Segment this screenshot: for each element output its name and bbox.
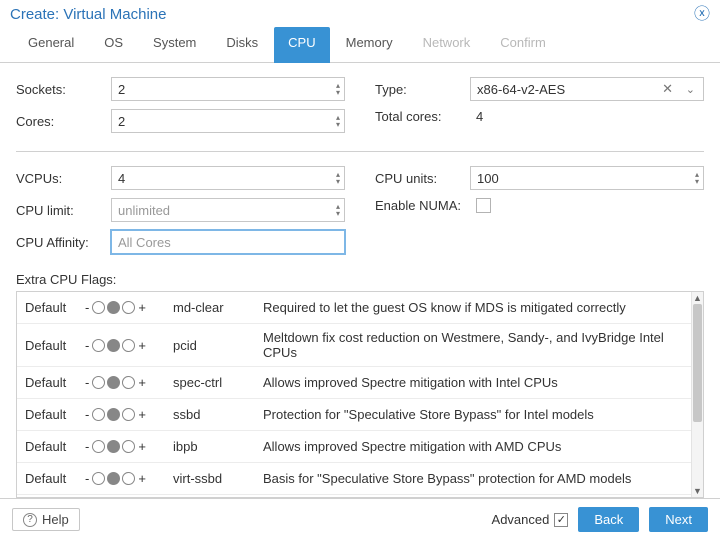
tab-os[interactable]: OS xyxy=(90,27,137,63)
table-row: Default-+md-clearRequired to let the gue… xyxy=(17,292,691,324)
tri-state-toggle[interactable]: -+ xyxy=(85,338,173,353)
flag-state-label: Default xyxy=(25,439,85,454)
flag-state-label: Default xyxy=(25,471,85,486)
flag-state-label: Default xyxy=(25,407,85,422)
tab-cpu[interactable]: CPU xyxy=(274,27,329,63)
table-row: Default-+virt-ssbdBasis for "Speculative… xyxy=(17,463,691,495)
vcpus-label: VCPUs: xyxy=(16,171,111,186)
back-button[interactable]: Back xyxy=(578,507,639,532)
extra-flags-label: Extra CPU Flags: xyxy=(16,272,704,287)
cpuunits-input[interactable]: 100 ▴▾ xyxy=(470,166,704,190)
table-row: Default-+ibpbAllows improved Spectre mit… xyxy=(17,431,691,463)
flag-state-label: Default xyxy=(25,375,85,390)
tab-general[interactable]: General xyxy=(14,27,88,63)
titlebar: Create: Virtual Machine ⓧ xyxy=(0,0,720,27)
table-row: Default-+pcidMeltdown fix cost reduction… xyxy=(17,324,691,367)
scroll-down-icon[interactable]: ▼ xyxy=(693,485,702,497)
next-button[interactable]: Next xyxy=(649,507,708,532)
vcpus-input[interactable]: 4 ▴▾ xyxy=(111,166,345,190)
flag-name: spec-ctrl xyxy=(173,375,263,390)
flag-description: Required to let the guest OS know if MDS… xyxy=(263,300,683,315)
chevron-down-icon[interactable]: ⌄ xyxy=(686,83,695,96)
totalcores-value: 4 xyxy=(470,109,704,124)
close-icon[interactable]: ⓧ xyxy=(694,7,710,23)
cpulimit-label: CPU limit: xyxy=(16,203,111,218)
cores-input[interactable]: 2 ▴▾ xyxy=(111,109,345,133)
tri-state-toggle[interactable]: -+ xyxy=(85,471,173,486)
tab-memory[interactable]: Memory xyxy=(332,27,407,63)
flag-state-label: Default xyxy=(25,300,85,315)
footer: ? Help Advanced ✓ Back Next xyxy=(0,498,720,540)
spinner-icon[interactable]: ▴▾ xyxy=(336,167,340,189)
flag-name: ssbd xyxy=(173,407,263,422)
cpuunits-label: CPU units: xyxy=(375,171,470,186)
flag-description: Meltdown fix cost reduction on Westmere,… xyxy=(263,330,683,360)
totalcores-label: Total cores: xyxy=(375,109,470,124)
scrollbar[interactable]: ▲ ▼ xyxy=(691,292,703,497)
tab-disks[interactable]: Disks xyxy=(212,27,272,63)
flag-state-label: Default xyxy=(25,338,85,353)
flag-name: ibpb xyxy=(173,439,263,454)
content-area: Sockets: 2 ▴▾ Cores: 2 ▴▾ Type: xyxy=(0,63,720,498)
cpulimit-input[interactable]: unlimited ▴▾ xyxy=(111,198,345,222)
divider xyxy=(16,151,704,152)
type-combo[interactable]: x86-64-v2-AES ✕ ⌄ xyxy=(470,77,704,101)
cpuaffinity-label: CPU Affinity: xyxy=(16,235,111,250)
table-row: Default-+spec-ctrlAllows improved Spectr… xyxy=(17,367,691,399)
spinner-icon[interactable]: ▴▾ xyxy=(695,167,699,189)
type-label: Type: xyxy=(375,82,470,97)
dialog-title: Create: Virtual Machine xyxy=(10,6,166,23)
clear-icon[interactable]: ✕ xyxy=(662,81,673,97)
flag-name: virt-ssbd xyxy=(173,471,263,486)
cpuaffinity-input[interactable]: All Cores xyxy=(111,230,345,254)
flag-description: Basis for "Speculative Store Bypass" pro… xyxy=(263,471,683,486)
flag-description: Allows improved Spectre mitigation with … xyxy=(263,439,683,454)
sockets-label: Sockets: xyxy=(16,82,111,97)
spinner-icon[interactable]: ▴▾ xyxy=(336,199,340,221)
checkbox-checked-icon: ✓ xyxy=(554,513,568,527)
tab-system[interactable]: System xyxy=(139,27,210,63)
tri-state-toggle[interactable]: -+ xyxy=(85,439,173,454)
tri-state-toggle[interactable]: -+ xyxy=(85,375,173,390)
scroll-thumb[interactable] xyxy=(693,304,702,422)
flag-name: md-clear xyxy=(173,300,263,315)
table-row: Default-+ssbdProtection for "Speculative… xyxy=(17,399,691,431)
tri-state-toggle[interactable]: -+ xyxy=(85,407,173,422)
tri-state-toggle[interactable]: -+ xyxy=(85,300,173,315)
cpu-flags-table: Default-+md-clearRequired to let the gue… xyxy=(16,291,704,498)
tab-bar: General OS System Disks CPU Memory Netwo… xyxy=(0,27,720,63)
numa-checkbox[interactable] xyxy=(476,198,491,213)
cpu-flags-scroll: Default-+md-clearRequired to let the gue… xyxy=(17,292,691,497)
flag-name: pcid xyxy=(173,338,263,353)
spinner-icon[interactable]: ▴▾ xyxy=(336,110,340,132)
tab-confirm: Confirm xyxy=(486,27,560,63)
vm-create-dialog: Create: Virtual Machine ⓧ General OS Sys… xyxy=(0,0,720,540)
tab-network: Network xyxy=(409,27,485,63)
sockets-input[interactable]: 2 ▴▾ xyxy=(111,77,345,101)
help-button[interactable]: ? Help xyxy=(12,508,80,531)
help-icon: ? xyxy=(23,513,37,527)
advanced-checkbox[interactable]: Advanced ✓ xyxy=(492,512,569,527)
numa-label: Enable NUMA: xyxy=(375,198,470,213)
flag-description: Allows improved Spectre mitigation with … xyxy=(263,375,683,390)
flag-description: Protection for "Speculative Store Bypass… xyxy=(263,407,683,422)
spinner-icon[interactable]: ▴▾ xyxy=(336,78,340,100)
cores-label: Cores: xyxy=(16,114,111,129)
scroll-up-icon[interactable]: ▲ xyxy=(693,292,702,304)
